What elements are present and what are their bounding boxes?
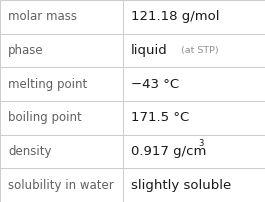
Text: 171.5 °C: 171.5 °C	[131, 111, 189, 124]
Text: phase: phase	[8, 44, 43, 57]
Text: boiling point: boiling point	[8, 111, 82, 124]
Text: molar mass: molar mass	[8, 10, 77, 23]
Text: liquid: liquid	[131, 44, 168, 57]
Text: slightly soluble: slightly soluble	[131, 179, 231, 192]
Text: 0.917 g/cm: 0.917 g/cm	[131, 145, 206, 158]
Text: density: density	[8, 145, 51, 158]
Text: 3: 3	[199, 139, 204, 148]
Text: melting point: melting point	[8, 78, 87, 91]
Text: 121.18 g/mol: 121.18 g/mol	[131, 10, 220, 23]
Text: (at STP): (at STP)	[178, 46, 218, 55]
Text: solubility in water: solubility in water	[8, 179, 114, 192]
Text: −43 °C: −43 °C	[131, 78, 179, 91]
